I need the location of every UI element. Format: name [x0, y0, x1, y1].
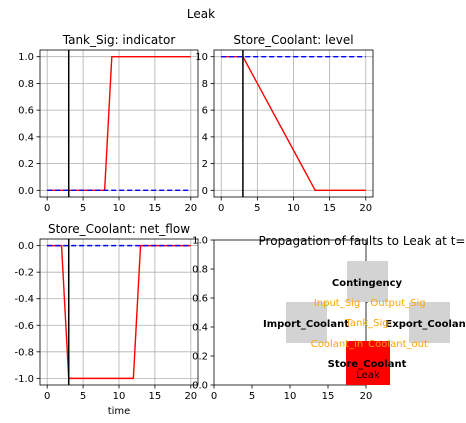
y-tick-label: 0.4	[18, 132, 34, 143]
graph-y-tick-label: 0.6	[192, 294, 208, 305]
edge-label-coolant-out: Coolant_out	[368, 339, 428, 350]
x-tick-label: 15	[149, 391, 162, 402]
subplot-store-coolant-level: 0 5 10 15 20 0 2 4 6 8 10 Store_Coolant: level	[195, 33, 374, 214]
node-contingency-label: Contingency	[332, 278, 403, 289]
figure-title: Leak	[187, 7, 215, 21]
graph-x-tick-label: 0	[211, 391, 217, 402]
y-tick-label: -0.2	[14, 268, 34, 279]
y-tick-label: 0.0	[18, 241, 34, 252]
y-tick-label: 8	[202, 79, 208, 90]
x-tick-label: 20	[184, 203, 197, 214]
graph-ticks: 0 5 10 15 20 0.0 0.2 0.4 0.6 0.8 1.0	[192, 236, 372, 403]
x-tick-label: 5	[254, 203, 260, 214]
axes-frame	[39, 49, 199, 198]
graph-x-tick-label: 10	[284, 391, 297, 402]
graph-y-tick-label: 1.0	[192, 236, 208, 247]
edge-label-coolant-in: Coolant_in	[311, 339, 364, 350]
node-store-coolant-label: Store_Coolant	[328, 359, 407, 370]
subplot-title: Store_Coolant: level	[233, 33, 353, 47]
subplot-tank-sig-indicator: 0 5 10 15 20 0.0 0.2 0.4 0.6 0.8 1.0 Tank_Sig: indi…	[18, 33, 199, 214]
edge-label-output-sig: Output_Sig	[370, 298, 425, 309]
x-tick-label: 15	[323, 203, 336, 214]
y-tick-label: 0.8	[18, 79, 34, 90]
x-tick-label: 20	[359, 203, 372, 214]
subplot-store-coolant-net-flow: 0 5 10 15 20 0.0 -0.2 -0.4 -0.6 -0.8 -1.0 Store_Coo…	[14, 222, 199, 417]
graph-x-tick-label: 5	[249, 391, 255, 402]
graph-x-tick-label: 15	[322, 391, 335, 402]
x-tick-label: 5	[80, 203, 86, 214]
graph-y-tick-label: 0.4	[192, 323, 208, 334]
y-tick-label: -1.0	[14, 374, 34, 385]
y-tick-label: 6	[202, 106, 208, 117]
y-tick-label: -0.6	[14, 321, 34, 332]
graph-title: Propagation of faults to Leak at t=	[259, 234, 466, 248]
y-tick-label: 0.6	[18, 106, 34, 117]
subplot-fault-propagation-graph: 0 5 10 15 20 0.0 0.2 0.4 0.6 0.8 1.0 Contingency I…	[192, 234, 466, 402]
x-tick-label: 0	[44, 391, 50, 402]
y-tick-label: 0.0	[18, 186, 34, 197]
x-tick-label: 0	[218, 203, 224, 214]
graph-y-tick-label: 0.0	[192, 381, 208, 392]
x-axis-label: time	[108, 406, 131, 417]
graph-x-tick-label: 20	[360, 391, 373, 402]
node-import-coolant	[286, 302, 327, 343]
graph-y-tick-label: 0.8	[192, 265, 208, 276]
y-tick-label: 1.0	[18, 52, 34, 63]
x-tick-label: 0	[44, 203, 50, 214]
graph-y-tick-label: 0.2	[192, 352, 208, 363]
node-store-coolant-fault-label: Leak	[356, 370, 380, 381]
y-tick-label: -0.8	[14, 347, 34, 358]
node-import-coolant-label: Import_Coolant	[263, 319, 349, 330]
node-store-coolant	[346, 341, 390, 385]
x-tick-label: 10	[113, 391, 126, 402]
edge-label-tank-sig: Tank_Sig	[344, 318, 388, 329]
axes-frame	[213, 49, 374, 198]
axes-frame	[39, 238, 199, 386]
y-tick-label: 10	[195, 52, 208, 63]
node-export-coolant	[409, 302, 450, 343]
node-contingency	[347, 261, 388, 302]
edge-label-input-sig: Input_Sig	[314, 298, 360, 309]
subplot-title: Tank_Sig: indicator	[62, 33, 176, 47]
y-tick-label: 0	[202, 186, 208, 197]
x-tick-label: 20	[184, 391, 197, 402]
subplot-title: Store_Coolant: net_flow	[48, 222, 190, 236]
x-tick-label: 10	[287, 203, 300, 214]
x-tick-label: 5	[80, 391, 86, 402]
y-tick-label: -0.4	[14, 294, 34, 305]
y-tick-label: 4	[202, 132, 208, 143]
y-tick-label: 0.2	[18, 159, 34, 170]
node-export-coolant-label: Export_Coolant	[385, 319, 466, 330]
x-tick-label: 15	[149, 203, 162, 214]
x-tick-label: 10	[113, 203, 126, 214]
y-tick-label: 2	[202, 159, 208, 170]
